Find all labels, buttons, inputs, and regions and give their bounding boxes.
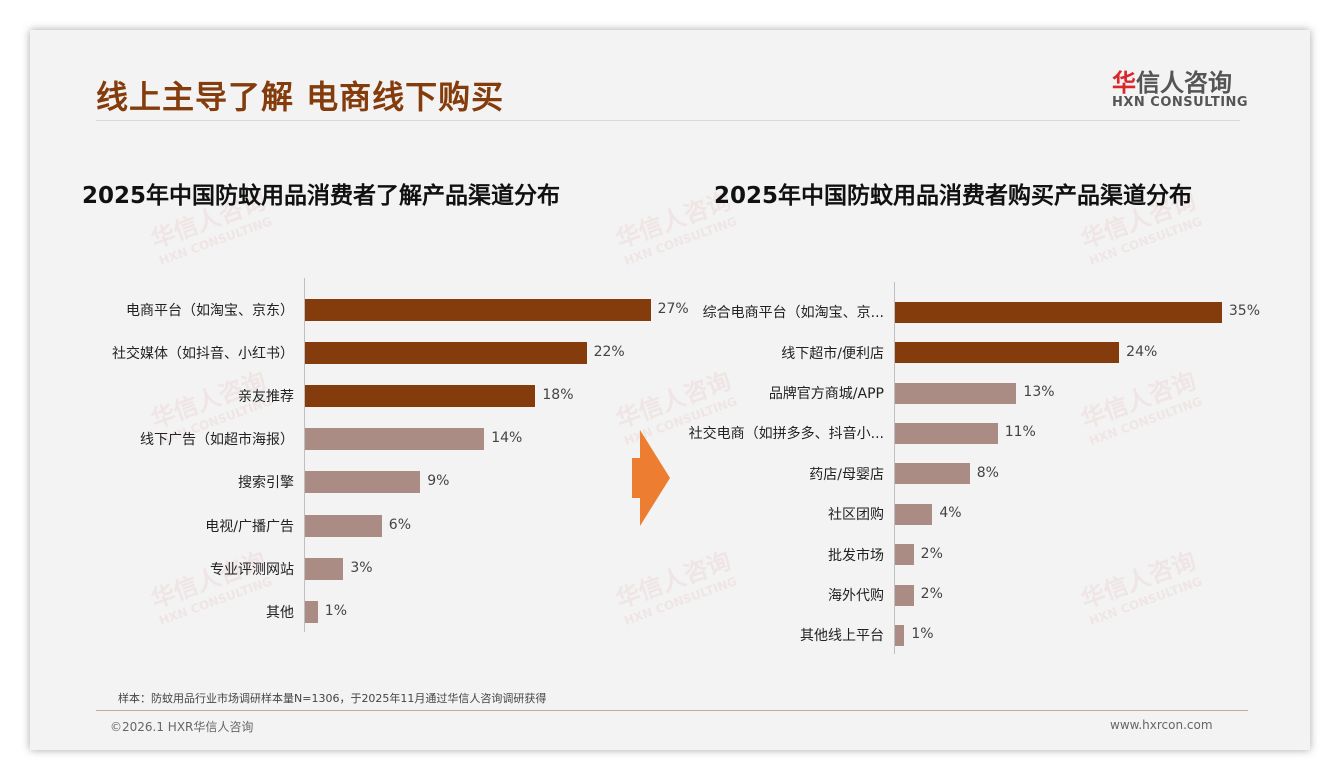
data-label: 2% <box>920 586 943 602</box>
data-label: 18% <box>542 387 574 403</box>
category-label: 电视/广播广告 <box>205 518 294 535</box>
bar <box>305 341 587 364</box>
data-label: 4% <box>939 505 962 522</box>
right-chart-title: 2025年中国防蚊用品消费者购买产品渠道分布 <box>714 183 1193 209</box>
watermark: 华信人咨询 HXN CONSULTING <box>1077 546 1204 629</box>
bar <box>305 298 651 321</box>
bar <box>305 514 382 537</box>
bar <box>895 382 1017 404</box>
category-label: 专业评测网站 <box>210 561 294 578</box>
bar <box>305 385 536 407</box>
left-chart-title: 2025年中国防蚊用品消费者了解产品渠道分布 <box>82 183 561 209</box>
category-label: 其他线上平台 <box>800 628 884 645</box>
y-axis-line <box>304 278 305 632</box>
data-label: 13% <box>1023 384 1055 400</box>
logo-subtitle: HXN CONSULTING <box>1112 95 1249 110</box>
category-label: 社区团购 <box>828 507 884 524</box>
watermark: 华信人咨询 HXN CONSULTING <box>147 546 274 629</box>
category-label: 电商平台（如淘宝、京东） <box>126 302 294 319</box>
category-label: 社交媒体（如抖音、小红书） <box>112 345 294 362</box>
bar <box>895 301 1222 323</box>
category-label: 批发市场 <box>828 547 884 564</box>
bar <box>895 544 914 566</box>
data-label: 8% <box>976 464 999 481</box>
data-label: 2% <box>920 545 943 562</box>
data-label: 35% <box>1228 303 1261 320</box>
category-label: 亲友推荐 <box>238 389 294 405</box>
category-label: 药店/母婴店 <box>809 466 884 483</box>
bar <box>305 601 318 623</box>
footer-divider <box>96 710 1248 711</box>
bar <box>895 503 933 525</box>
arrow-right-icon <box>632 430 670 526</box>
data-label: 9% <box>427 473 450 490</box>
header-divider <box>96 120 1240 121</box>
category-label: 线下超市/便利店 <box>781 345 884 362</box>
category-label: 其他 <box>266 605 294 621</box>
watermark: 华信人咨询 HXN CONSULTING <box>612 546 739 629</box>
copyright: ©2026.1 HXR华信人咨询 <box>110 720 254 734</box>
sample-note: 样本：防蚊用品行业市场调研样本量N=1306，于2025年11月通过华信人咨询调… <box>118 692 547 705</box>
data-label: 1% <box>324 603 348 619</box>
data-label: 11% <box>1004 424 1036 441</box>
data-label: 1% <box>911 626 934 643</box>
data-label: 22% <box>593 343 625 360</box>
y-axis-line <box>894 282 895 654</box>
category-label: 线下广告（如超市海报） <box>140 432 294 449</box>
website-url: www.hxrcon.com <box>1110 718 1213 732</box>
data-label: 24% <box>1126 343 1158 360</box>
bar <box>895 342 1120 364</box>
category-label: 综合电商平台（如淘宝、京... <box>702 305 884 322</box>
data-label: 6% <box>388 516 412 533</box>
category-label: 海外代购 <box>828 588 884 604</box>
bar <box>305 557 344 580</box>
logo: 华信人咨询 <box>1112 63 1232 98</box>
bar <box>305 471 421 494</box>
data-label: 27% <box>657 300 689 317</box>
data-label: 14% <box>491 430 523 447</box>
page-title: 线上主导了解 电商线下购买 <box>96 78 505 116</box>
logo-text: 信人咨询 <box>1136 69 1232 97</box>
category-label: 品牌官方商城/APP <box>768 386 884 402</box>
category-label: 搜索引擎 <box>238 475 294 492</box>
bar <box>895 422 998 444</box>
bar <box>305 428 485 451</box>
bar <box>895 463 970 485</box>
bar <box>895 624 905 646</box>
slide: 线上主导了解 电商线下购买 华信人咨询 HXN CONSULTING 华信人咨询… <box>30 30 1310 750</box>
data-label: 3% <box>350 559 373 576</box>
watermark: 华信人咨询 HXN CONSULTING <box>1077 366 1204 449</box>
category-label: 社交电商（如拼多多、抖音小... <box>688 426 884 443</box>
logo-mark: 华 <box>1112 69 1136 97</box>
bar <box>895 584 914 606</box>
